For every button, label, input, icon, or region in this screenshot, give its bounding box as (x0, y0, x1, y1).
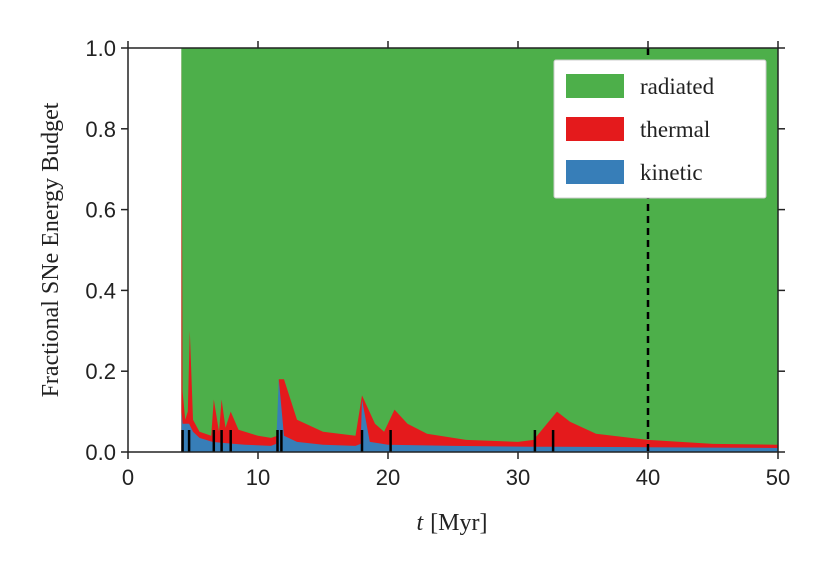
plot-frame (127, 47, 779, 453)
x-axis-title: t [Myr] (417, 510, 488, 536)
y-tick-label: 0.8 (85, 117, 116, 142)
axis-ticks (121, 41, 785, 459)
x-tick-label: 10 (246, 465, 270, 490)
legend-swatch-radiated (566, 74, 624, 98)
x-tick-label: 20 (376, 465, 400, 490)
x-tick-label: 50 (766, 465, 790, 490)
kinetic-area (181, 379, 779, 452)
x-axis-italic: t (417, 510, 425, 536)
y-tick-label: 0.0 (85, 440, 116, 465)
legend-label-radiated: radiated (640, 74, 715, 99)
legend-swatch-thermal (566, 117, 624, 141)
legend-label-kinetic: kinetic (640, 160, 703, 185)
y-tick-label: 0.4 (85, 278, 116, 303)
x-tick-label: 0 (122, 465, 134, 490)
legend-swatch-kinetic (566, 160, 624, 184)
supernova-event-markers (181, 430, 555, 452)
x-tick-labels: 0 10 20 30 40 50 (122, 465, 790, 490)
legend-label-thermal: thermal (640, 117, 710, 142)
x-tick-label: 40 (636, 465, 660, 490)
y-tick-label: 1.0 (85, 36, 116, 61)
legend: radiated thermal kinetic (553, 59, 767, 199)
x-tick-label: 30 (506, 465, 530, 490)
y-tick-labels: 0.0 0.2 0.4 0.6 0.8 1.0 (85, 36, 116, 465)
y-tick-label: 0.6 (85, 198, 116, 223)
x-axis-unit: [Myr] (430, 510, 487, 536)
y-tick-label: 0.2 (85, 359, 116, 384)
y-axis-title: Fractional SNe Energy Budget (38, 102, 64, 397)
